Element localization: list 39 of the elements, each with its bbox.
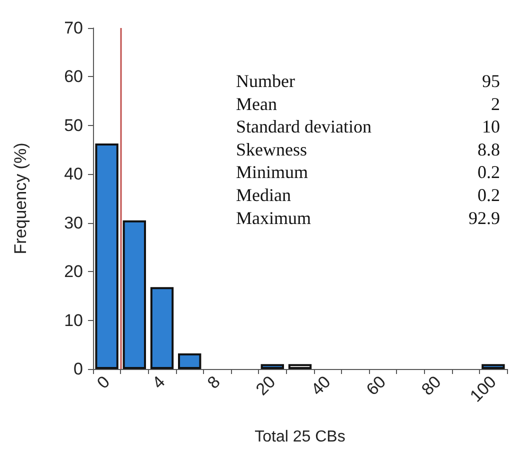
bar [150, 287, 174, 369]
y-tick-label: 30 [64, 213, 83, 232]
bar [288, 364, 312, 369]
y-axis-title: Frequency (%) [11, 142, 30, 254]
bar [122, 220, 146, 369]
x-axis-title: Total 25 CBs [254, 428, 346, 446]
bar [482, 364, 505, 369]
annotation: 0.2 [478, 185, 500, 205]
x-tick-label: 4 [148, 372, 169, 392]
annotation: Mean [236, 94, 277, 114]
x-tick-label: 8 [204, 372, 224, 392]
x-tick-label: 40 [308, 372, 334, 400]
annotation: Skewness [236, 139, 307, 160]
x-tick-label: 0 [93, 372, 114, 392]
annotation: Maximum [236, 208, 311, 228]
y-tick-label: 70 [64, 18, 83, 38]
x-tick-label: 100 [466, 372, 500, 406]
annotation: 2 [491, 94, 500, 114]
annotation: Median [236, 185, 291, 205]
y-tick-label: 0 [74, 360, 83, 378]
annotation: Minimum [236, 162, 308, 182]
y-tick-label: 50 [64, 116, 83, 135]
annotation: 10 [482, 116, 500, 137]
bar [95, 143, 118, 369]
annotation: 95 [482, 71, 500, 91]
x-tick-label: 60 [362, 372, 390, 400]
y-tick-label: 20 [64, 262, 83, 282]
y-tick-label: 40 [64, 164, 83, 184]
y-tick-label: 60 [64, 67, 83, 86]
annotation: 8.8 [478, 139, 500, 160]
y-tick-label: 10 [64, 310, 83, 330]
annotation: Standard deviation [236, 116, 372, 137]
bar [178, 353, 202, 369]
annotation: 0.2 [478, 162, 500, 182]
bar [260, 364, 284, 369]
annotation: Number [236, 71, 295, 91]
x-tick-label: 80 [418, 372, 445, 400]
x-tick-label: 20 [252, 372, 280, 400]
annotation: 92.9 [468, 208, 500, 228]
